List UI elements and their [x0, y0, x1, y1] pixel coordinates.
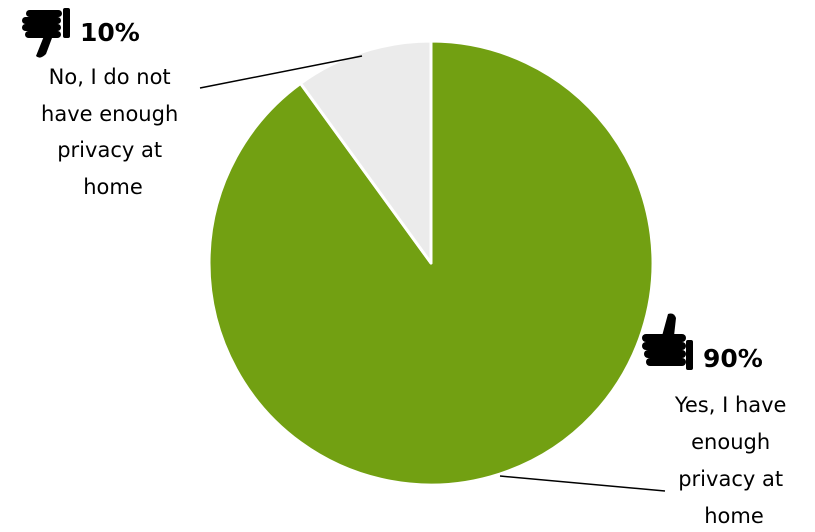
leader-line-no	[199, 55, 363, 89]
pie-slice-no	[299, 39, 433, 265]
thumbs-up-icon	[642, 313, 693, 370]
leader-line-yes	[499, 475, 666, 492]
slice-no-category-label: No, I do not have enough privacy at home	[41, 65, 185, 199]
thumbs-down-icon	[22, 8, 70, 58]
slice-no-percent-label: 10%	[80, 18, 140, 47]
pie-slices	[207, 39, 655, 487]
slice-yes-category-label: Yes, I have enough privacy at home	[674, 393, 793, 528]
slice-yes-percent-label: 90%	[703, 344, 763, 373]
